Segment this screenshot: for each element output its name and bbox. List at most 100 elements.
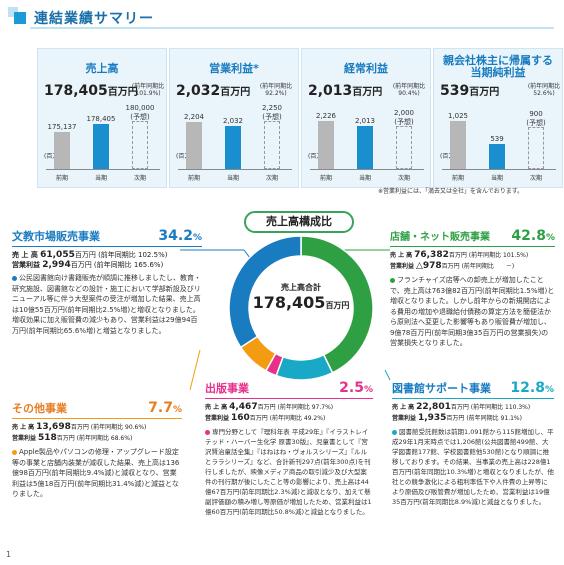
segment-pct: 2.5 (339, 380, 364, 396)
segment-store: 店舗・ネット販売事業 42.8% 売 上 高 76,382百万円 (前年同期比 … (390, 228, 555, 349)
kpi-bar (489, 144, 505, 169)
segment-name: 出版事業 (205, 382, 249, 395)
donut-center-unit: 百万円 (325, 301, 350, 310)
sales-change: 百万円 (前年同期比 102.5%) (74, 251, 168, 259)
sales-change: 百万円 (前年同期比 110.3%) (450, 404, 531, 411)
kpi-bar-label: 900 (予想) (516, 110, 556, 128)
op-value: 1,935 (417, 413, 447, 423)
page-number: 1 (6, 550, 12, 559)
kpi-bar-value: 2,000 (393, 109, 415, 117)
segment-pct: 12.8 (510, 380, 545, 396)
op-label: 営業利益 (392, 415, 417, 422)
kpi-bar (357, 126, 373, 169)
sales-value: 13,698 (36, 422, 71, 432)
page-title: 連結業績サマリー (34, 11, 154, 27)
segment-pct: 42.8 (511, 228, 546, 244)
sales-value: 61,055 (40, 250, 75, 260)
segment-pct: 34.2 (158, 228, 193, 244)
op-change: 百万円 (前年同期比 49.2%) (249, 415, 326, 422)
kpi-axis (310, 169, 424, 170)
segment-school: 文教市場販売事業 34.2% 売 上 高 61,055百万円 (前年同期比 10… (12, 228, 202, 336)
bullet (12, 275, 17, 281)
segment-name: その他事業 (12, 402, 67, 415)
kpi-axis (46, 169, 160, 170)
kpi-bar-value: 2,013 (354, 117, 376, 125)
op-label: 営業利益 (12, 261, 40, 269)
kpi-period-label: 当期 (490, 175, 503, 182)
bullet (390, 277, 395, 283)
segment-name: 図書館サポート事業 (392, 382, 491, 395)
segment-library: 図書館サポート事業 12.8% 売 上 高 22,801百万円 (前年同期比 1… (392, 380, 554, 507)
kpi-change: (前年同期比 92.2%) (259, 83, 293, 97)
kpi-bar-value: 178,405 (86, 115, 116, 123)
segment-text: 図書館受託館数は前期1,091館から115館増加し、平成29年1月末時点では1,… (392, 428, 554, 506)
sales-change: 百万円 (前年同期比 90.6%) (70, 424, 147, 431)
donut-center-label: 売上高合計 (281, 283, 321, 292)
kpi-bar-label: 2,013 (345, 117, 385, 125)
kpi-period-label: 当期 (94, 175, 107, 182)
sales-value: 76,382 (414, 250, 449, 260)
kpi-period-label: 前期 (319, 175, 332, 182)
bullet (12, 449, 17, 455)
sales-value: 4,467 (229, 402, 258, 412)
kpi-title: 売上高 (85, 62, 119, 75)
segment-name: 店舗・ネット販売事業 (390, 232, 490, 243)
segment-text: 公民図書館向け書籍販売が順調に推移しましたし、教育・研究施設、図書館などの設計・… (12, 274, 201, 335)
kpi-title: 経常利益 (344, 62, 388, 75)
sales-label: 売 上 高 (392, 404, 415, 411)
segment-text: 専門分野として『理科年表 平成29年』『イラストレイテッド・ハーバー生化学 原書… (205, 428, 372, 516)
connector-library (384, 369, 391, 381)
kpi-period-label: 次期 (397, 175, 410, 182)
kpi-bar (528, 127, 544, 169)
kpi-period-label: 次期 (529, 175, 542, 182)
op-value: 518 (37, 433, 57, 443)
sales-change: 百万円 (前年同期比 97.7%) (257, 404, 334, 411)
kpi-axis (442, 169, 556, 170)
kpi-unit: 百万円 (107, 87, 138, 98)
kpi-unit: 百万円 (469, 87, 500, 98)
kpi-title: 親会社株主に帰属する 当期純利益 (443, 54, 553, 79)
kpi-period-label: 前期 (451, 175, 464, 182)
kpi-bar-label: 2,250 (予想) (252, 104, 292, 122)
kpi-period-label: 前期 (187, 175, 200, 182)
kpi-bar (225, 126, 241, 169)
segment-pct-sign: % (545, 233, 555, 243)
kpi-period-label: 次期 (265, 175, 278, 182)
kpi-card: 営業利益*2,032百万円(前年同期比 92.2%)(百万円)2,204前期2,… (169, 48, 299, 188)
segment-pct-sign: % (172, 405, 182, 415)
segment-text: Apple製品やパソコンの修理・アップグレード設定等の事業と店舗内装業が減収した… (12, 448, 180, 498)
kpi-value-row: 2,013百万円 (308, 83, 382, 99)
composition-title: 売上高構成比 (244, 211, 354, 233)
op-value: 2,994 (42, 260, 71, 270)
kpi-bar-value: 539 (490, 135, 504, 143)
kpi-bar-label: 2,000 (予想) (384, 109, 424, 127)
kpi-bar-value: 2,226 (315, 112, 337, 120)
segment-pct: 7.7 (148, 400, 173, 416)
kpi-unit: 百万円 (352, 87, 383, 98)
kpi-axis (178, 169, 292, 170)
kpi-bar-label: 178,405 (81, 115, 121, 123)
bullet (205, 429, 210, 435)
segment-name: 文教市場販売事業 (12, 230, 100, 243)
segment-pct-sign: % (544, 385, 554, 395)
kpi-bar-forecast: (予想) (526, 119, 546, 127)
header-rule (30, 27, 554, 29)
kpi-bar-value: 1,025 (447, 112, 469, 120)
op-change: 百万円 (前年同期比 68.6%) (56, 435, 133, 442)
kpi-bar-label: 2,032 (213, 117, 253, 125)
kpi-bar (132, 121, 148, 169)
kpi-value: 2,032 (176, 83, 221, 99)
kpi-unit: 百万円 (220, 87, 251, 98)
kpi-bar-value: 2,032 (222, 117, 244, 125)
op-label: 営業利益 (390, 263, 415, 270)
kpi-bar-forecast: (予想) (262, 113, 282, 121)
kpi-bar-label: 180,000 (予想) (120, 104, 160, 122)
kpi-period-label: 前期 (55, 175, 68, 182)
segment-text: フランチャイズ店等への卸売上が増加したことで、売上高は763億82百万円(前年同… (390, 276, 555, 347)
kpi-value: 539 (440, 83, 470, 99)
op-value: △978 (415, 261, 442, 271)
kpi-bar-label: 175,137 (42, 123, 82, 131)
